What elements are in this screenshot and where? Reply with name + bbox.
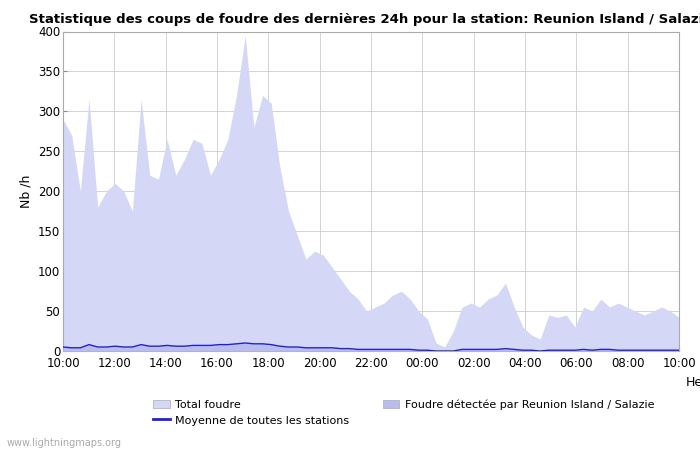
- Y-axis label: Nb /h: Nb /h: [20, 175, 32, 208]
- Text: www.lightningmaps.org: www.lightningmaps.org: [7, 438, 122, 448]
- Text: Heure: Heure: [686, 376, 700, 389]
- Title: Statistique des coups de foudre des dernières 24h pour la station: Reunion Islan: Statistique des coups de foudre des dern…: [29, 13, 700, 26]
- Legend: Total foudre, Moyenne de toutes les stations, Foudre détectée par Reunion Island: Total foudre, Moyenne de toutes les stat…: [148, 395, 659, 430]
